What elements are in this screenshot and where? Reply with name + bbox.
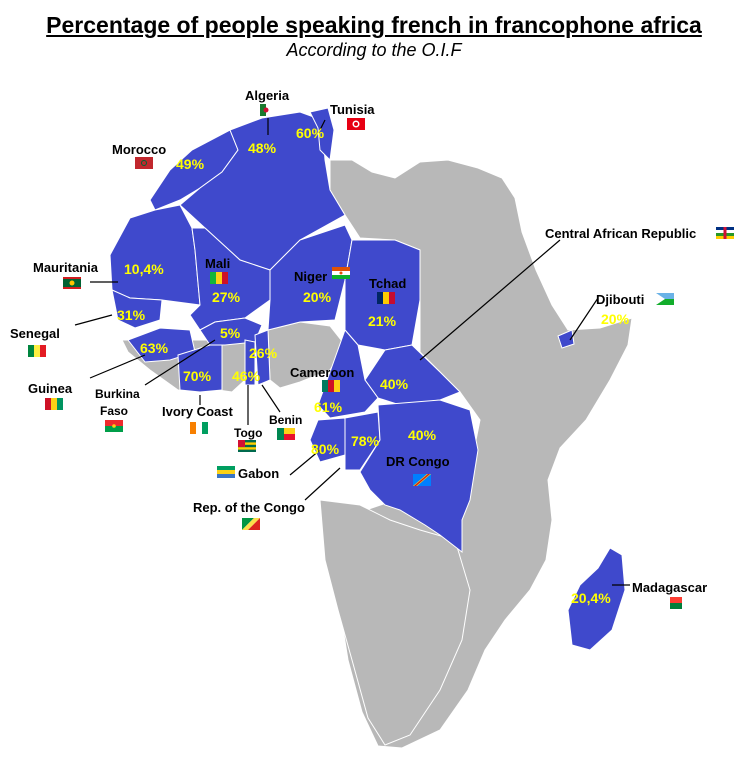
label-tchad: Tchad xyxy=(369,276,406,291)
country-mauritania xyxy=(109,204,201,306)
percent-tchad: 21% xyxy=(368,313,397,329)
label-benin: Benin xyxy=(269,413,302,427)
mauritania-flag-icon xyxy=(63,277,81,289)
francophone-land xyxy=(109,107,626,651)
percent-mali: 27% xyxy=(212,289,241,305)
label-algeria: Algeria xyxy=(245,88,290,103)
percent-tunisia: 60% xyxy=(296,125,325,141)
label-mauritania: Mauritania xyxy=(33,260,99,275)
ivory-coast-flag-icon xyxy=(190,422,208,434)
car-flag-icon xyxy=(716,227,734,239)
percent-algeria: 48% xyxy=(248,140,277,156)
country-togo xyxy=(244,339,256,386)
percent-niger: 20% xyxy=(303,289,332,305)
leader-lines xyxy=(74,118,630,586)
label-burkina-line2: Faso xyxy=(100,404,128,418)
percent-togo: 46% xyxy=(232,368,261,384)
percent-mauritania: 10,4% xyxy=(124,261,164,277)
guinea-flag-icon xyxy=(45,398,63,410)
country-tunisia xyxy=(309,107,335,162)
percent-labels: 48% 60% 49% 10,4% 27% 20% 21% 40% 20% 31… xyxy=(117,125,630,606)
cameroon-flag-icon xyxy=(322,380,340,392)
country-madagascar xyxy=(567,547,626,651)
gabon-flag-icon xyxy=(217,466,235,478)
percent-guinea: 63% xyxy=(140,340,169,356)
country-niger xyxy=(267,224,353,331)
label-madagascar: Madagascar xyxy=(632,580,707,595)
label-car: Central African Republic xyxy=(545,226,696,241)
percent-ivory-coast: 70% xyxy=(183,368,212,384)
morocco-flag-icon xyxy=(135,157,153,169)
burkina-flag-icon xyxy=(105,420,123,432)
label-congo: Rep. of the Congo xyxy=(193,500,305,515)
percent-drc: 40% xyxy=(408,427,437,443)
label-guinea: Guinea xyxy=(28,381,73,396)
togo-flag-icon xyxy=(238,440,256,452)
djibouti-flag-icon xyxy=(656,293,674,305)
country-labels: Algeria Tunisia Morocco Mauritania Mali … xyxy=(10,88,707,595)
percent-senegal: 31% xyxy=(117,307,146,323)
percent-car: 40% xyxy=(380,376,409,392)
label-ivory-coast: Ivory Coast xyxy=(162,404,233,419)
non-francophone-land xyxy=(121,159,633,749)
map-title: Percentage of people speaking french in … xyxy=(46,12,702,38)
congo-flag-icon xyxy=(242,518,260,530)
madagascar-flag-icon xyxy=(664,597,682,609)
flags xyxy=(28,104,734,609)
label-togo: Togo xyxy=(234,426,262,440)
map-subtitle: According to the O.I.F xyxy=(286,40,462,60)
percent-benin: 26% xyxy=(249,345,278,361)
label-mali: Mali xyxy=(205,256,230,271)
label-tunisia: Tunisia xyxy=(330,102,375,117)
country-benin xyxy=(254,329,271,386)
percent-djibouti: 20% xyxy=(601,311,630,327)
tchad-flag-icon xyxy=(377,292,395,304)
label-djibouti: Djibouti xyxy=(596,292,644,307)
label-niger: Niger xyxy=(294,269,327,284)
percent-gabon: 80% xyxy=(311,441,340,457)
country-djibouti xyxy=(557,329,575,349)
percent-madagascar: 20,4% xyxy=(571,590,611,606)
label-burkina-line1: Burkina xyxy=(95,387,140,401)
mali-flag-icon xyxy=(210,272,228,284)
percent-burkina: 5% xyxy=(220,325,241,341)
country-senegal xyxy=(111,289,163,329)
label-senegal: Senegal xyxy=(10,326,60,341)
tunisia-flag-icon xyxy=(347,118,365,130)
percent-morocco: 49% xyxy=(176,156,205,172)
senegal-flag-icon xyxy=(28,345,46,357)
label-cameroon: Cameroon xyxy=(290,365,354,380)
drc-flag-icon xyxy=(413,474,431,486)
algeria-flag-icon xyxy=(260,104,272,116)
label-morocco: Morocco xyxy=(112,142,166,157)
label-gabon: Gabon xyxy=(238,466,279,481)
percent-cameroon: 61% xyxy=(314,399,343,415)
niger-flag-icon xyxy=(332,267,350,279)
percent-congo: 78% xyxy=(351,433,380,449)
label-drc: DR Congo xyxy=(386,454,450,469)
benin-flag-icon xyxy=(277,428,295,440)
